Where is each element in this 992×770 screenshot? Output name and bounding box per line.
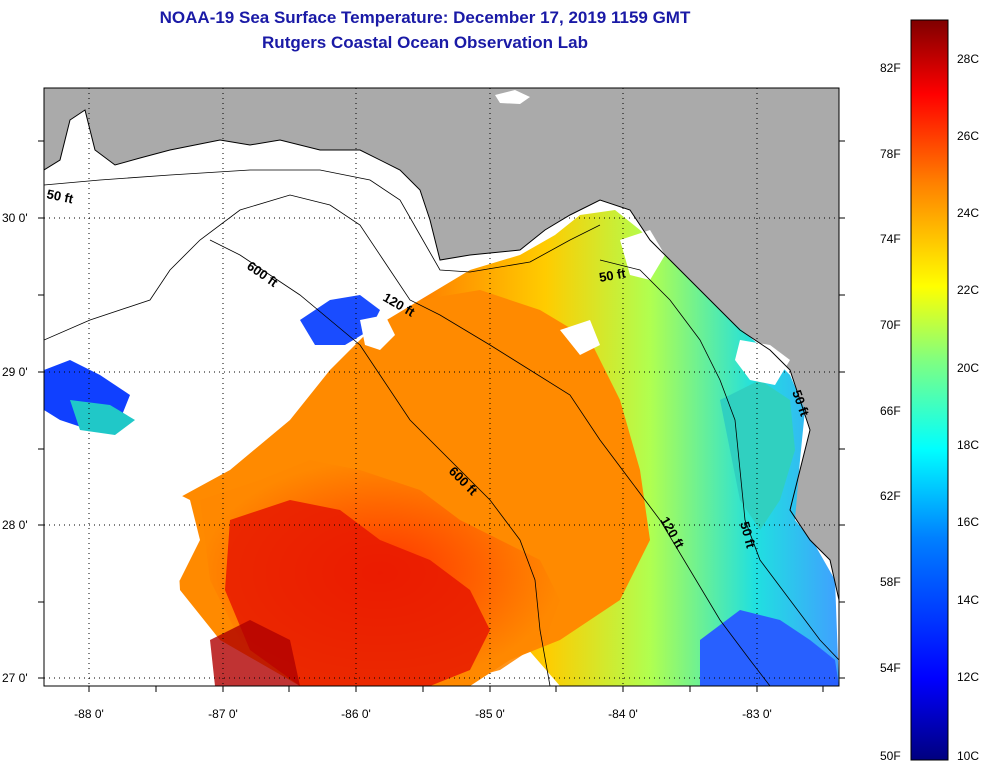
colorbar-f-58: 58F	[880, 575, 901, 589]
sst-field-cool-shelf	[300, 295, 380, 345]
sst-field-cool-nearshore	[720, 380, 795, 530]
colorbar-f-82: 82F	[880, 61, 901, 75]
cloud-patch-2	[735, 340, 790, 385]
colorbar-c-24: 24C	[957, 206, 979, 220]
colorbar-f-70: 70F	[880, 318, 901, 332]
colorbar-f-62: 62F	[880, 489, 901, 503]
cloud-patch-4	[44, 455, 200, 686]
contour-label-50ft-south: 50 ft	[737, 520, 759, 550]
lon-label-83: -83 0'	[742, 707, 772, 721]
lon-label-88: -88 0'	[74, 707, 104, 721]
lat-label-28: 28 0'	[2, 518, 28, 532]
contour-label-50ft-west: 50 ft	[45, 186, 75, 206]
depth-contour-50ft-west	[44, 169, 601, 273]
lon-label-85: -85 0'	[475, 707, 505, 721]
colorbar-c-18: 18C	[957, 438, 979, 452]
coastline	[44, 109, 839, 601]
colorbar-f-50: 50F	[880, 749, 901, 763]
cloud-patch-6	[495, 90, 530, 104]
colorbar-c-28: 28C	[957, 52, 979, 66]
colorbar-c-14: 14C	[957, 593, 979, 607]
sst-field-hot-band	[225, 500, 490, 686]
sst-field-dark-patch	[210, 620, 300, 686]
lon-label-84: -84 0'	[608, 707, 638, 721]
sst-field-cool-west-2	[70, 400, 135, 435]
axis-ticks	[38, 140, 845, 692]
sst-field-cool-southeast	[700, 610, 839, 686]
depth-contour-600ft	[209, 239, 551, 686]
colorbar-f-74: 74F	[880, 232, 901, 246]
colorbar	[910, 19, 949, 761]
colorbar-c-12: 12C	[957, 670, 979, 684]
depth-contour-120ft	[44, 194, 771, 686]
colorbar-f-54: 54F	[880, 661, 901, 675]
contour-label-50ft-north: 50 ft	[598, 265, 628, 285]
map-subtitle: Rutgers Coastal Ocean Observation Lab	[262, 33, 588, 52]
colorbar-f-78: 78F	[880, 147, 901, 161]
map-frame	[43, 87, 840, 687]
depth-contour-50ft-east	[599, 259, 839, 661]
colorbar-f-66: 66F	[880, 404, 901, 418]
lon-label-86: -86 0'	[341, 707, 371, 721]
cloud-patch-3	[560, 320, 600, 355]
map-plot-area: 50 ft 600 ft 120 ft 50 ft 600 ft 120 ft …	[44, 88, 839, 686]
colorbar-c-22: 22C	[957, 283, 979, 297]
lat-label-29: 29 0'	[2, 365, 28, 379]
colorbar-c-26: 26C	[957, 129, 979, 143]
colorbar-c-16: 16C	[957, 515, 979, 529]
lat-label-30: 30 0'	[2, 211, 28, 225]
colorbar-c-10: 10C	[957, 749, 979, 763]
map-title: NOAA-19 Sea Surface Temperature: Decembe…	[159, 8, 691, 27]
lat-label-27: 27 0'	[2, 671, 28, 685]
colorbar-c-20: 20C	[957, 361, 979, 375]
lon-label-87: -87 0'	[208, 707, 238, 721]
cloud-patch-5	[360, 315, 395, 350]
